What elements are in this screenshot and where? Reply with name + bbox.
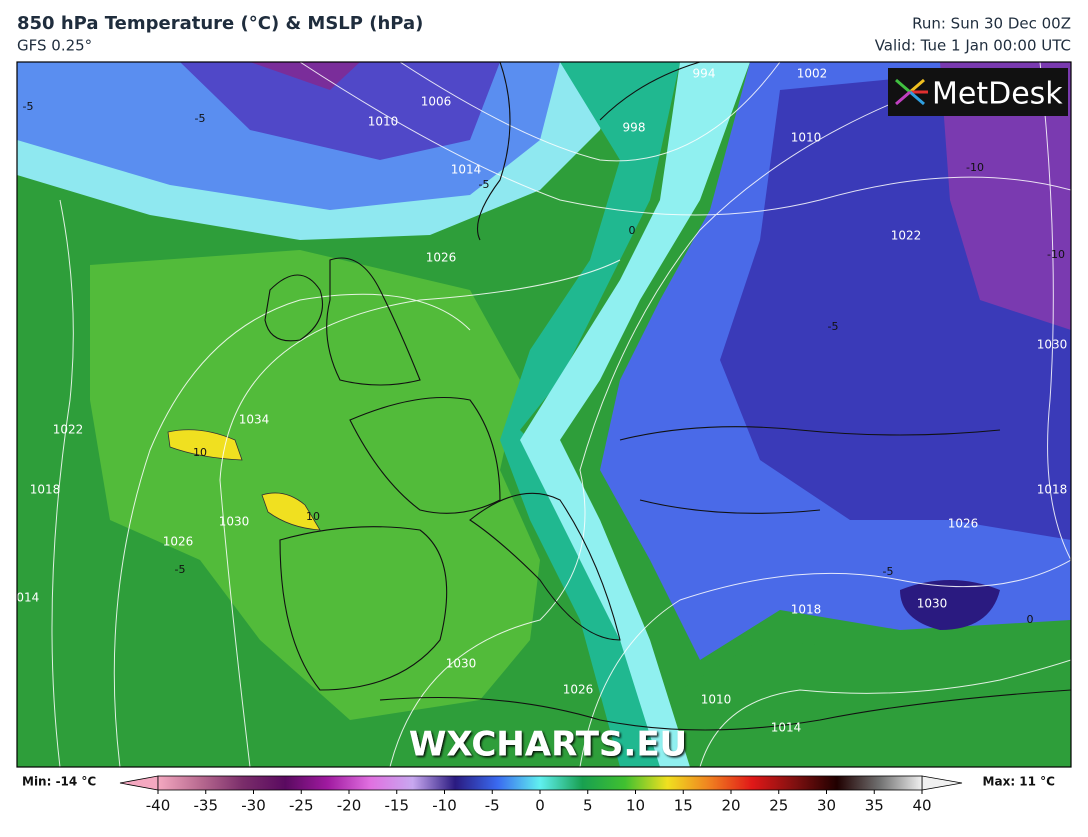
isobar-label: 994 <box>693 67 716 81</box>
isobars <box>51 62 1071 767</box>
colorbar-tick-label: -15 <box>385 797 410 815</box>
map-frame <box>16 61 1072 768</box>
max-label: Max: 11 °C <box>983 775 1056 789</box>
isobar-label: 1010 <box>368 115 399 129</box>
temperature-label: -5 <box>828 320 839 333</box>
isobar-label: 1018 <box>791 603 822 617</box>
isobar-label: 1018 <box>30 483 61 497</box>
colorbar-tick-label: 25 <box>769 797 788 815</box>
isobar-label: 1026 <box>163 535 194 549</box>
colorbar-tick-label: 30 <box>817 797 836 815</box>
temperature-label: -5 <box>175 563 186 576</box>
colorbar-tick-label: 40 <box>912 797 931 815</box>
warm-region <box>90 250 540 720</box>
cold-core <box>900 580 1000 630</box>
isobar-label: 1022 <box>53 423 84 437</box>
isobar-label: 1010 <box>701 693 732 707</box>
colorbar-tick-label: -10 <box>432 797 457 815</box>
min-label: Min: -14 °C <box>22 775 96 789</box>
isobar-label: 1002 <box>797 67 828 81</box>
isobar-label: 1026 <box>948 517 979 531</box>
isobar-label: 1014 <box>451 163 482 177</box>
isobar-label: 1014 <box>771 721 802 735</box>
cold-front <box>520 62 750 767</box>
temperature-label: -5 <box>883 565 894 578</box>
transition-band <box>500 62 680 767</box>
isobar-label: 1022 <box>891 229 922 243</box>
isobar-label: 1010 <box>791 131 822 145</box>
colorbar: -40 -35 -30 -25 -20 -15 -10 -5 0 5 10 15 20 25 30 35 40 <box>119 775 963 815</box>
temperature-label: 0 <box>629 224 636 237</box>
temperature-label: 10 <box>306 510 320 523</box>
title: 850 hPa Temperature (°C) & MSLP (hPa) <box>17 13 423 34</box>
isobar-label: 1030 <box>219 515 250 529</box>
colorbar-tick-label: -30 <box>241 797 266 815</box>
temperature-label: 0 <box>1027 613 1034 626</box>
isobar-label: 1026 <box>563 683 594 697</box>
model: GFS 0.25° <box>17 37 92 55</box>
cold-core <box>940 62 1071 330</box>
colorbar-right-arrow <box>921 775 963 791</box>
isobar-label: 1006 <box>421 95 452 109</box>
colorbar-tick-label: 35 <box>865 797 884 815</box>
isobar-label: 1034 <box>239 413 270 427</box>
colorbar-tick-label: -25 <box>289 797 314 815</box>
colorbar-scale <box>157 775 923 791</box>
isobar-label: 1018 <box>1037 483 1068 497</box>
warm-spot <box>261 492 321 531</box>
temperature-label: 10 <box>193 446 207 459</box>
temperature-label: -10 <box>966 161 984 174</box>
colorbar-left-arrow <box>119 775 159 791</box>
temperature-label: -5 <box>195 112 206 125</box>
logo-icon <box>895 78 928 106</box>
colorbar-tick-label: 0 <box>535 797 545 815</box>
isobar-label: 1030 <box>446 657 477 671</box>
colorbar-tick-label: 15 <box>674 797 693 815</box>
colorbar-tick-label: -40 <box>146 797 171 815</box>
isobar-label: 1026 <box>426 251 457 265</box>
watermark: WXCHARTS.EU <box>409 725 687 765</box>
valid-time: Valid: Tue 1 Jan 00:00 UTC <box>875 37 1071 55</box>
temperature-label: -5 <box>479 178 490 191</box>
temperature-label: -10 <box>1047 248 1065 261</box>
colorbar-tick-label: 20 <box>721 797 740 815</box>
cold-core <box>180 62 500 160</box>
run-time: Run: Sun 30 Dec 00Z <box>912 15 1071 33</box>
isobar-label: 998 <box>623 121 646 135</box>
logo: MetDesk <box>932 77 1063 112</box>
colorbar-tick-label: 5 <box>583 797 593 815</box>
colorbar-tick-label: -20 <box>337 797 362 815</box>
colorbar-tick-label: -5 <box>485 797 500 815</box>
coastlines <box>264 62 1071 731</box>
isobar-label: 1030 <box>917 597 948 611</box>
isobar-label: 1014 <box>9 591 40 605</box>
temperature-label: -5 <box>23 100 34 113</box>
isobar-label: 1030 <box>1037 338 1068 352</box>
colorbar-tick-label: -35 <box>194 797 219 815</box>
colorbar-tick-label: 10 <box>626 797 645 815</box>
